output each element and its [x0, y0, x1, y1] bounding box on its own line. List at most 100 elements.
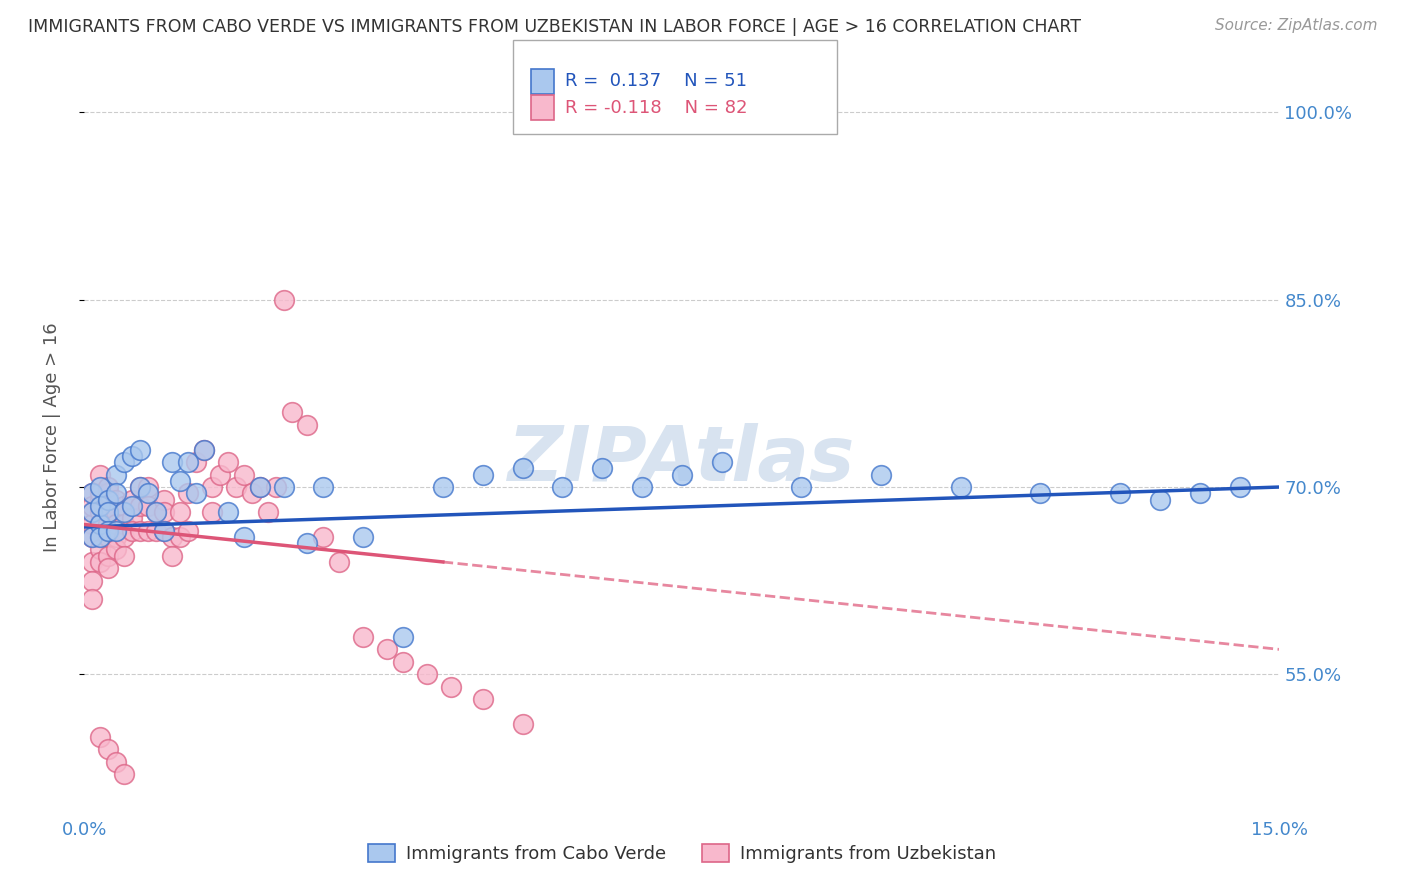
Point [105, 755, 128, 769]
Point [790, 480, 813, 494]
Text: R =  0.137    N = 51: R = 0.137 N = 51 [565, 72, 747, 90]
Point [112, 455, 135, 469]
Point [249, 480, 271, 494]
Point [105, 530, 128, 544]
Point [232, 530, 254, 544]
Point [312, 480, 335, 494]
Point [145, 505, 167, 519]
Point [217, 505, 239, 519]
Point [631, 480, 654, 494]
Point [153, 524, 176, 538]
Point [136, 524, 159, 538]
Point [112, 767, 135, 781]
Point [97, 530, 120, 544]
Point [105, 517, 128, 532]
Point [432, 480, 454, 494]
Point [177, 455, 200, 469]
Point [591, 461, 613, 475]
Point [121, 492, 143, 507]
Point [105, 524, 128, 538]
Point [352, 530, 374, 544]
Point [153, 505, 176, 519]
Point [129, 499, 152, 513]
Point [97, 505, 120, 519]
Point [112, 499, 135, 513]
Point [89, 542, 111, 557]
Point [160, 455, 183, 469]
Point [1188, 486, 1211, 500]
Point [105, 505, 128, 519]
Point [82, 555, 104, 569]
Point [129, 480, 152, 494]
Point [82, 530, 104, 544]
Point [97, 486, 120, 500]
Point [97, 505, 120, 519]
Point [471, 692, 494, 706]
Point [97, 480, 120, 494]
Point [112, 549, 135, 563]
Point [136, 480, 159, 494]
Point [82, 499, 104, 513]
Point [312, 530, 335, 544]
Point [201, 480, 224, 494]
Point [256, 505, 278, 519]
Point [177, 524, 200, 538]
Point [97, 742, 120, 756]
Point [82, 486, 104, 500]
Point [471, 467, 494, 482]
Point [240, 486, 263, 500]
Point [121, 449, 143, 463]
Point [1149, 492, 1171, 507]
Point [89, 499, 111, 513]
Point [169, 530, 191, 544]
Point [89, 530, 111, 544]
Point [97, 505, 120, 519]
Point [89, 486, 111, 500]
Point [153, 492, 176, 507]
Point [193, 442, 215, 457]
Point [512, 717, 534, 731]
Point [440, 680, 463, 694]
Point [82, 486, 104, 500]
Point [1229, 480, 1251, 494]
Point [870, 467, 893, 482]
Point [551, 480, 574, 494]
Point [249, 480, 271, 494]
Text: IMMIGRANTS FROM CABO VERDE VS IMMIGRANTS FROM UZBEKISTAN IN LABOR FORCE | AGE > : IMMIGRANTS FROM CABO VERDE VS IMMIGRANTS… [28, 18, 1081, 36]
Point [121, 524, 143, 538]
Point [105, 467, 128, 482]
Point [512, 461, 534, 475]
Point [949, 480, 972, 494]
Point [153, 524, 176, 538]
Point [177, 486, 200, 500]
Point [416, 667, 439, 681]
Point [184, 455, 207, 469]
Point [671, 467, 693, 482]
Point [97, 492, 120, 507]
Point [89, 517, 111, 532]
Point [273, 293, 295, 307]
Point [136, 499, 159, 513]
Text: R = -0.118    N = 82: R = -0.118 N = 82 [565, 99, 748, 117]
Point [82, 574, 104, 588]
Point [97, 549, 120, 563]
Point [392, 655, 415, 669]
Point [169, 505, 191, 519]
Point [297, 536, 319, 550]
Point [97, 524, 120, 538]
Point [136, 486, 159, 500]
Point [208, 467, 231, 482]
Point [82, 517, 104, 532]
Point [273, 480, 295, 494]
Point [201, 505, 224, 519]
Point [328, 555, 350, 569]
Point [129, 480, 152, 494]
Point [264, 480, 287, 494]
Point [352, 630, 374, 644]
Point [217, 455, 239, 469]
Text: Source: ZipAtlas.com: Source: ZipAtlas.com [1215, 18, 1378, 33]
Point [184, 486, 207, 500]
Point [112, 505, 135, 519]
Point [710, 455, 733, 469]
Point [82, 505, 104, 519]
